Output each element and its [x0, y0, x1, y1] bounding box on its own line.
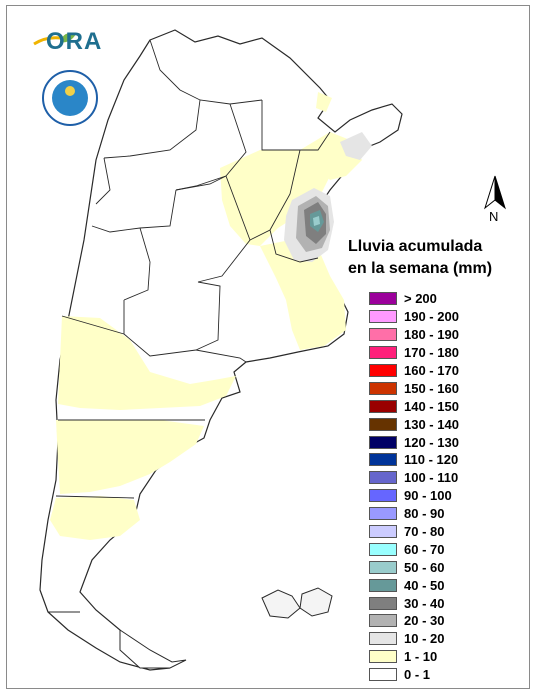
legend-item: 190 - 200 [369, 308, 459, 326]
legend-swatch [369, 399, 397, 413]
smn-seal-icon [42, 70, 98, 126]
north-arrow-icon [484, 175, 506, 210]
malvinas-islands [261, 587, 333, 619]
legend-swatch [369, 650, 397, 664]
rain-zone-1-10-patagonia-south [50, 496, 140, 540]
legend-item: 110 - 120 [369, 451, 459, 469]
legend-label: 130 - 140 [404, 416, 459, 432]
legend-label: 60 - 70 [404, 541, 445, 557]
legend-swatch [369, 614, 397, 628]
legend-item: 10 - 20 [369, 630, 459, 648]
legend-item: 100 - 110 [369, 469, 459, 487]
rain-zone-10-20-ne [340, 132, 372, 160]
legend-label: 1 - 10 [404, 649, 438, 665]
legend-label: 30 - 40 [404, 595, 445, 611]
legend-swatch [369, 471, 397, 485]
legend-swatch [369, 578, 397, 592]
legend-item: 90 - 100 [369, 487, 459, 505]
legend-item: 1 - 10 [369, 648, 459, 666]
legend-label: 180 - 190 [404, 327, 459, 343]
legend-swatch [369, 453, 397, 467]
north-label: N [489, 209, 499, 224]
legend-item: 130 - 140 [369, 415, 459, 433]
legend-title-line1: Lluvia acumulada [348, 238, 483, 255]
legend-label: 100 - 110 [404, 470, 459, 486]
legend-label: 190 - 200 [404, 309, 459, 325]
legend-swatch [369, 364, 397, 377]
legend-swatch [369, 542, 397, 556]
legend-swatch [369, 668, 397, 682]
legend-label: 70 - 80 [404, 524, 445, 540]
rain-zone-50-60 [313, 216, 320, 226]
legend-swatch [369, 328, 397, 342]
legend-label: > 200 [404, 291, 437, 307]
legend-label: 160 - 170 [404, 363, 459, 378]
legend-label: 0 - 1 [404, 667, 431, 683]
legend-label: 40 - 50 [404, 577, 445, 593]
legend-swatch [369, 507, 397, 521]
legend-title: Lluvia acumulada en la semana (mm) [348, 236, 492, 280]
legend-label: 110 - 120 [404, 452, 459, 468]
legend-item: 80 - 90 [369, 505, 459, 523]
legend-label: 80 - 90 [404, 506, 445, 522]
legend-item: 50 - 60 [369, 558, 459, 576]
legend-label: 10 - 20 [404, 631, 445, 647]
legend-item: 160 - 170 [369, 362, 459, 380]
rain-zone-1-10-patagonia-north [58, 316, 236, 410]
legend-label: 120 - 130 [404, 434, 459, 450]
legend-swatch [369, 560, 397, 574]
legend-label: 140 - 150 [404, 398, 459, 414]
legend-item: 60 - 70 [369, 540, 459, 558]
legend-swatch [369, 417, 397, 431]
legend-item: 140 - 150 [369, 397, 459, 415]
legend-item: 120 - 130 [369, 433, 459, 451]
legend-swatch [369, 632, 397, 646]
legend-item: 170 - 180 [369, 344, 459, 362]
tierra-del-fuego [119, 629, 187, 669]
legend-item: > 200 [369, 290, 459, 308]
logo-leaf-icon [60, 33, 76, 43]
legend-item: 180 - 190 [369, 326, 459, 344]
rain-zone-1-10-pampas [260, 240, 346, 350]
legend-item: 40 - 50 [369, 576, 459, 594]
legend-label: 90 - 100 [404, 488, 452, 504]
rain-zone-1-10-north [220, 150, 330, 246]
legend-title-line2: en la semana (mm) [348, 260, 493, 277]
legend-swatch [369, 525, 397, 539]
legend-swatch [369, 435, 397, 449]
legend-item: 30 - 40 [369, 594, 459, 612]
legend-swatch [369, 292, 397, 306]
legend-item: 150 - 160 [369, 379, 459, 397]
legend-label: 20 - 30 [404, 613, 445, 629]
legend-item: 0 - 1 [369, 666, 459, 684]
legend-swatch [369, 346, 397, 360]
legend-swatch [369, 596, 397, 610]
legend-item: 20 - 30 [369, 612, 459, 630]
legend-swatch [369, 310, 397, 324]
ora-logo: ORA [46, 28, 103, 55]
legend-label: 150 - 160 [404, 380, 459, 396]
legend-label: 170 - 180 [404, 345, 459, 361]
rain-zone-1-10-patagonia-mid [56, 420, 204, 494]
legend-label: 50 - 60 [404, 559, 445, 575]
legend-item: 70 - 80 [369, 523, 459, 541]
legend-swatch [369, 489, 397, 503]
province-boundaries [48, 39, 331, 613]
legend-swatch [369, 381, 397, 395]
legend: > 200 190 - 200 180 - 190 170 - 180 160 - 17… [369, 290, 459, 684]
rain-zone-1-10-north-tip [316, 92, 332, 112]
